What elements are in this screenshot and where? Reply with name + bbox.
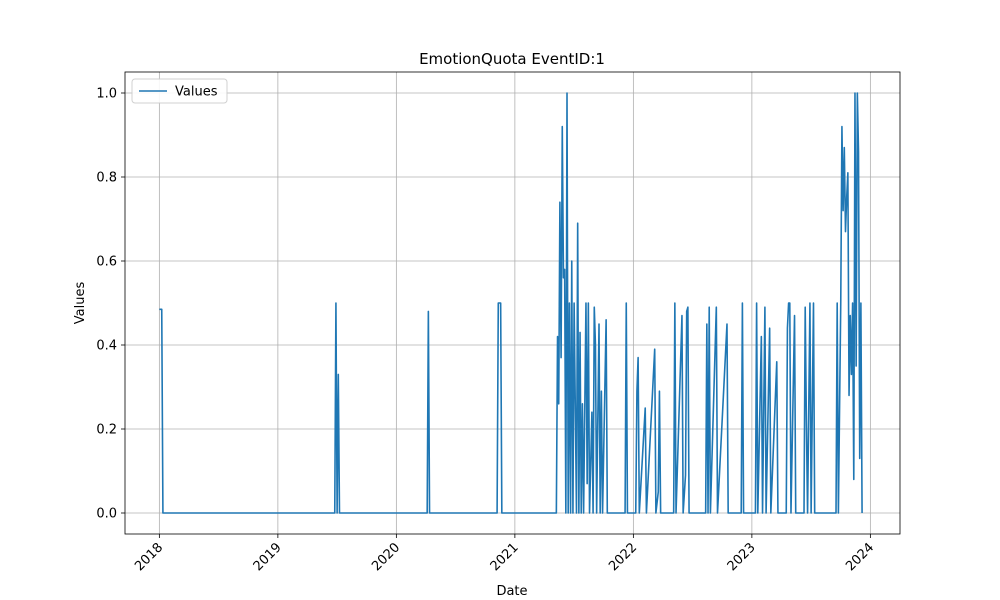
y-tick-label: 0.8 bbox=[96, 171, 117, 186]
y-tick-label: 0.2 bbox=[96, 423, 117, 438]
data-line bbox=[159, 92, 863, 514]
y-tick-label: 0.4 bbox=[96, 339, 117, 354]
x-tick-label: 2024 bbox=[843, 540, 877, 574]
x-tick-label: 2019 bbox=[251, 540, 285, 574]
x-axis-label: Date bbox=[496, 584, 527, 599]
x-tick-label: 2022 bbox=[606, 540, 640, 574]
y-tick-label: 0.0 bbox=[96, 507, 117, 522]
x-tick-label: 2020 bbox=[369, 540, 403, 574]
plot-frame bbox=[124, 71, 901, 535]
y-axis-label: Values bbox=[73, 282, 88, 325]
x-tick-label: 2023 bbox=[725, 540, 759, 574]
chart-title: EmotionQuota EventID:1 bbox=[419, 50, 605, 68]
y-tick-label: 0.6 bbox=[96, 255, 117, 270]
x-tick-label: 2018 bbox=[132, 540, 166, 574]
legend-label: Values bbox=[175, 85, 218, 100]
x-tick-label: 2021 bbox=[488, 540, 522, 574]
y-tick-label: 1.0 bbox=[96, 87, 117, 102]
legend-box bbox=[131, 78, 228, 104]
